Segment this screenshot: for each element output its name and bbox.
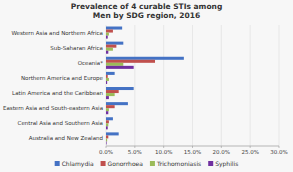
bar [106,66,134,69]
title: Prevalence of 4 curable STIs amongMen by… [71,2,223,20]
bar [106,33,109,36]
legend-label: Gonorrhoea [108,160,144,167]
category-label: Sub-Saharan Africa [50,45,103,51]
bar [106,27,122,30]
category-label: Central Asia and Southern Asia [18,120,103,126]
category-label: Australia and New Zealand [29,135,103,141]
tick-label: 20.0% [213,149,230,155]
tick-label: 10.0% [155,149,172,155]
background [0,0,293,172]
bar [106,72,115,75]
bar [106,123,108,126]
category-label: Western Asia and Northern Africa [11,30,103,36]
legend-swatch [150,161,155,166]
bar [106,141,107,144]
bar [106,36,108,39]
bar [106,117,113,120]
bar [106,42,123,45]
grid-line [134,25,135,146]
bar [106,93,115,96]
title-line: Men by SDG region, 2016 [93,11,200,20]
tick-label: 25.0% [241,149,258,155]
bar [106,132,119,135]
category-label: Latin America and the Caribbean [12,90,103,96]
grid-line [163,25,164,146]
bar [106,138,107,141]
bar [106,51,108,54]
grid-line [192,25,193,146]
legend-swatch [208,161,213,166]
bar [106,30,113,33]
bar [106,87,134,90]
grid-line [221,25,222,146]
title-line: Prevalence of 4 curable STIs among [71,2,223,11]
tick-label: 15.0% [184,149,201,155]
bar [106,57,184,60]
bar [106,60,155,63]
bar [106,120,109,123]
legend-label: Trichomoniasis [156,160,201,167]
category-label: Northern America and Europe [21,75,104,82]
bar [106,111,108,114]
category-label: Eastern Asia and South-eastern Asia [3,105,103,111]
bar [106,108,109,111]
bar [106,102,128,105]
bars [106,27,184,145]
bar [106,135,108,138]
tick-label: 0.0% [99,149,113,155]
legend-label: Syphilis [215,160,238,168]
bar [106,45,116,48]
x-axis-line [106,146,279,147]
bar [106,90,119,93]
bar [106,78,109,81]
legend-label: Chlamydia [62,160,94,168]
bar [106,126,108,129]
chart: Prevalence of 4 curable STIs amongMen by… [0,0,293,172]
bar [106,81,107,84]
grid-line [250,25,251,146]
tick-label: 30.0% [270,149,287,155]
grid-line [279,25,280,146]
legend: Chlamydia Gonorrhoea Trichomoniasis Syphili… [55,160,239,168]
bar [106,75,108,78]
bar [106,63,123,66]
bar [106,105,115,108]
bar [106,48,113,51]
tick-label: 5.0% [128,149,142,155]
legend-swatch [55,161,60,166]
legend-swatch [101,161,106,166]
category-label: Oceania* [78,60,103,66]
bar [106,96,109,99]
